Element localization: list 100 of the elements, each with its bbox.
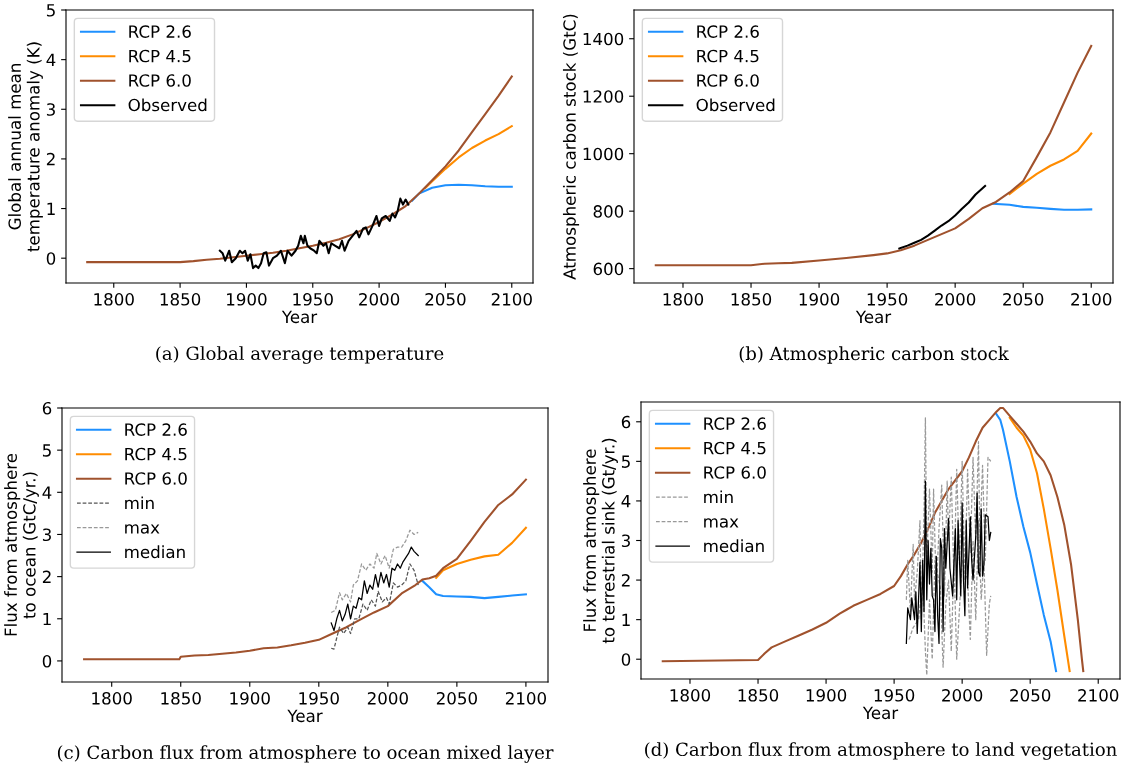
legend-label: RCP 2.6 xyxy=(704,417,766,430)
text: (c) Carbon flux from atmosphere to ocean mixed layer xyxy=(57,745,554,763)
line-series xyxy=(898,184,987,250)
y-tick-label: 1000 xyxy=(583,147,624,161)
y-axis-title: Global annual mean temperature anomaly (K) xyxy=(8,42,43,252)
x-tick-label: 2050 xyxy=(1003,293,1044,306)
line-series xyxy=(86,75,513,264)
y-tick-label: 4 xyxy=(46,53,56,66)
y-tick-label: 5 xyxy=(42,444,51,457)
y-tick-label: 0 xyxy=(42,654,52,668)
x-tick-label: 1950 xyxy=(867,293,908,306)
y-tick-label: 3 xyxy=(621,534,630,548)
y-tick-label: 5 xyxy=(621,455,630,468)
y-tick-label: 2 xyxy=(42,570,51,583)
x-tick-label: 2000 xyxy=(942,689,983,702)
legend-label: max xyxy=(125,524,160,534)
y-tick-label: 1 xyxy=(622,613,630,626)
line-series xyxy=(1008,132,1093,195)
line-series xyxy=(411,183,513,202)
y-tick-label: 1400 xyxy=(583,32,624,46)
text: (d) Carbon flux from atmosphere to land vegetation xyxy=(645,742,1117,760)
x-tick-label: 1850 xyxy=(161,692,201,705)
x-tick-label: 2100 xyxy=(505,692,547,705)
y-axis-title: Flux from atmosphere to ocean (GtC/yr.) xyxy=(4,453,39,636)
line-series xyxy=(330,546,419,632)
y-tick-label: 2 xyxy=(621,574,630,587)
y-tick-label: 6 xyxy=(621,415,631,429)
legend-label: median xyxy=(125,545,185,559)
y-tick-label: 5 xyxy=(46,4,55,17)
x-tick-label: 2000 xyxy=(359,293,400,306)
legend-label: RCP 4.5 xyxy=(704,441,766,455)
y-tick-label: 1 xyxy=(47,202,55,215)
line-series xyxy=(218,197,410,270)
y-tick-label: 6 xyxy=(42,401,52,415)
x-tick-label: 1900 xyxy=(799,293,840,306)
x-tick-label: 1900 xyxy=(227,293,267,306)
line-series xyxy=(654,44,1093,267)
x-axis-title: Year xyxy=(281,310,318,324)
y-tick-label: 0 xyxy=(621,653,631,666)
text: (b) Atmospheric carbon stock xyxy=(739,346,1009,364)
y-tick-label: 3 xyxy=(46,103,55,116)
line-series xyxy=(992,202,1093,211)
y-tick-label: 4 xyxy=(621,495,631,508)
x-tick-label: 1950 xyxy=(874,689,915,702)
y-tick-label: 600 xyxy=(593,262,624,276)
line-series xyxy=(1008,416,1071,673)
y-tick-label: 0 xyxy=(46,252,56,265)
text: (a) Global average temperature xyxy=(156,346,444,364)
line-series xyxy=(661,406,1085,673)
legend-label: RCP 4.5 xyxy=(129,49,191,63)
legend-label: RCP 6.0 xyxy=(129,74,191,87)
x-tick-label: 1850 xyxy=(160,293,201,306)
line-series xyxy=(435,526,527,579)
x-tick-label: 2100 xyxy=(1071,293,1112,306)
legend-label: min xyxy=(125,496,154,510)
x-tick-label: 2050 xyxy=(436,692,477,705)
x-tick-label: 1850 xyxy=(738,689,779,702)
x-tick-label: 2000 xyxy=(935,293,976,306)
x-tick-label: 2100 xyxy=(1078,689,1119,702)
legend-label: RCP 2.6 xyxy=(697,25,759,38)
y-axis-title: Flux from atmosphere to terrestrial sink (Gt/yr.) xyxy=(583,438,618,644)
x-tick-label: 2050 xyxy=(1010,689,1051,702)
x-axis-title: Year xyxy=(287,709,323,723)
legend-label: RCP 4.5 xyxy=(697,49,759,63)
x-tick-label: 1900 xyxy=(230,692,270,705)
legend-label: median xyxy=(704,539,764,553)
x-tick-label: 1800 xyxy=(663,293,704,306)
legend-label: RCP 6.0 xyxy=(704,466,766,479)
x-tick-label: 2050 xyxy=(425,293,466,306)
y-tick-label: 4 xyxy=(42,486,52,499)
x-axis-title: Year xyxy=(855,310,892,324)
x-tick-label: 1800 xyxy=(670,689,711,702)
y-tick-label: 1 xyxy=(43,612,51,626)
x-tick-label: 2100 xyxy=(491,293,532,306)
y-tick-label: 3 xyxy=(42,528,51,542)
legend-label: RCP 6.0 xyxy=(697,74,759,87)
line-series xyxy=(330,529,419,614)
x-tick-label: 1800 xyxy=(92,692,132,705)
legend-label: Observed xyxy=(696,98,775,112)
x-axis-title: Year xyxy=(862,706,899,720)
legend-label: RCP 6.0 xyxy=(125,472,187,485)
legend-label: RCP 2.6 xyxy=(129,25,191,38)
legend-label: RCP 4.5 xyxy=(125,447,187,461)
y-tick-label: 1200 xyxy=(583,90,624,103)
x-tick-label: 1850 xyxy=(731,293,772,306)
x-tick-label: 1800 xyxy=(94,293,134,306)
legend-label: max xyxy=(704,518,739,528)
y-tick-label: 2 xyxy=(46,152,55,166)
y-tick-label: 800 xyxy=(593,205,624,218)
legend-label: Observed xyxy=(128,98,207,112)
line-series xyxy=(421,579,527,600)
line-series xyxy=(995,412,1058,673)
y-axis-title: Atmospheric carbon stock (GtC) xyxy=(562,14,580,280)
line-series xyxy=(330,563,419,650)
line-series xyxy=(905,480,992,645)
legend-label: RCP 2.6 xyxy=(125,423,187,436)
legend-label: min xyxy=(704,490,733,504)
x-tick-label: 1950 xyxy=(299,692,339,705)
x-tick-label: 1950 xyxy=(293,293,333,306)
x-tick-label: 2000 xyxy=(367,692,408,705)
